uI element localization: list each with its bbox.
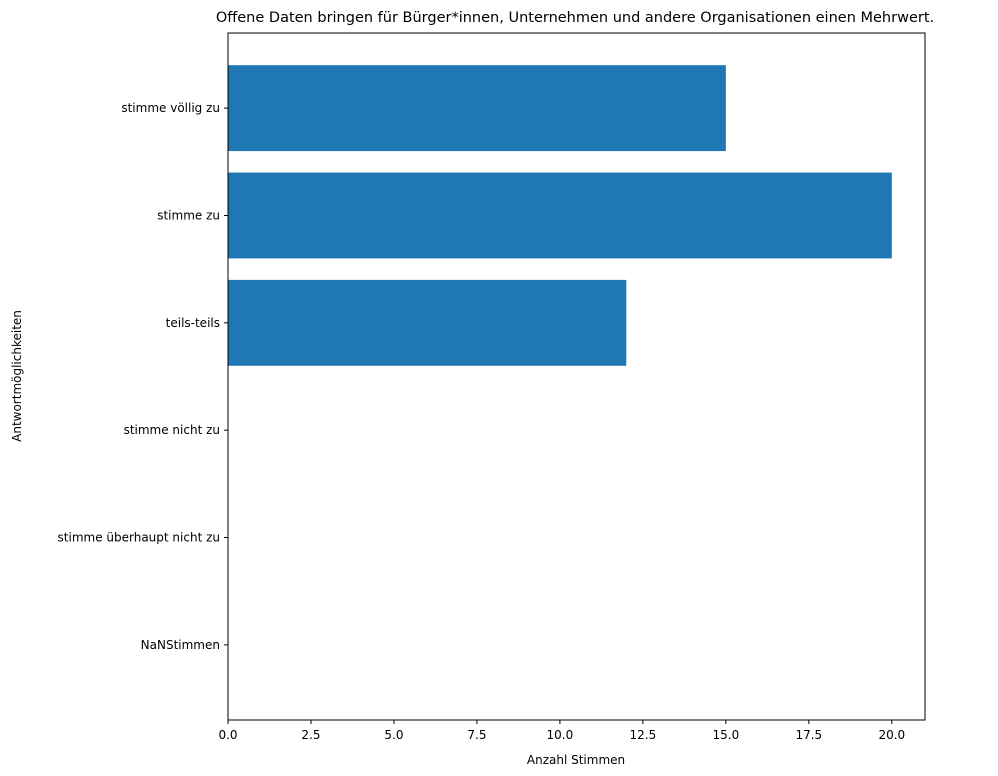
y-tick-label: stimme völlig zu [121, 101, 220, 115]
x-tick-label: 12.5 [630, 728, 657, 742]
y-tick-label: teils-teils [166, 316, 220, 330]
y-tick-label: stimme zu [157, 208, 220, 222]
x-tick-label: 0.0 [218, 728, 237, 742]
x-tick-label: 10.0 [547, 728, 574, 742]
x-tick-label: 20.0 [878, 728, 905, 742]
y-axis: stimme völlig zu stimme zu teils-teils stim… [58, 101, 228, 652]
y-tick-label: stimme überhaupt nicht zu [58, 531, 220, 545]
y-axis-label: Antwortmöglichkeiten [10, 310, 24, 442]
x-tick-label: 15.0 [712, 728, 739, 742]
x-tick-label: 7.5 [467, 728, 486, 742]
bars-layer [228, 65, 892, 366]
bar [228, 65, 726, 152]
x-axis: 0.0 2.5 5.0 7.5 10.0 12.5 15.0 17.5 20.0 [218, 720, 905, 742]
x-tick-label: 5.0 [384, 728, 403, 742]
y-tick-label: stimme nicht zu [124, 423, 220, 437]
bar [228, 279, 627, 366]
y-tick-label: NaNStimmen [141, 638, 220, 652]
x-tick-label: 17.5 [795, 728, 822, 742]
x-axis-label: Anzahl Stimmen [527, 753, 625, 767]
chart-title: Offene Daten bringen für Bürger*innen, U… [216, 10, 934, 26]
plot-frame [227, 32, 926, 721]
bar [228, 172, 892, 259]
x-tick-label: 2.5 [301, 728, 320, 742]
